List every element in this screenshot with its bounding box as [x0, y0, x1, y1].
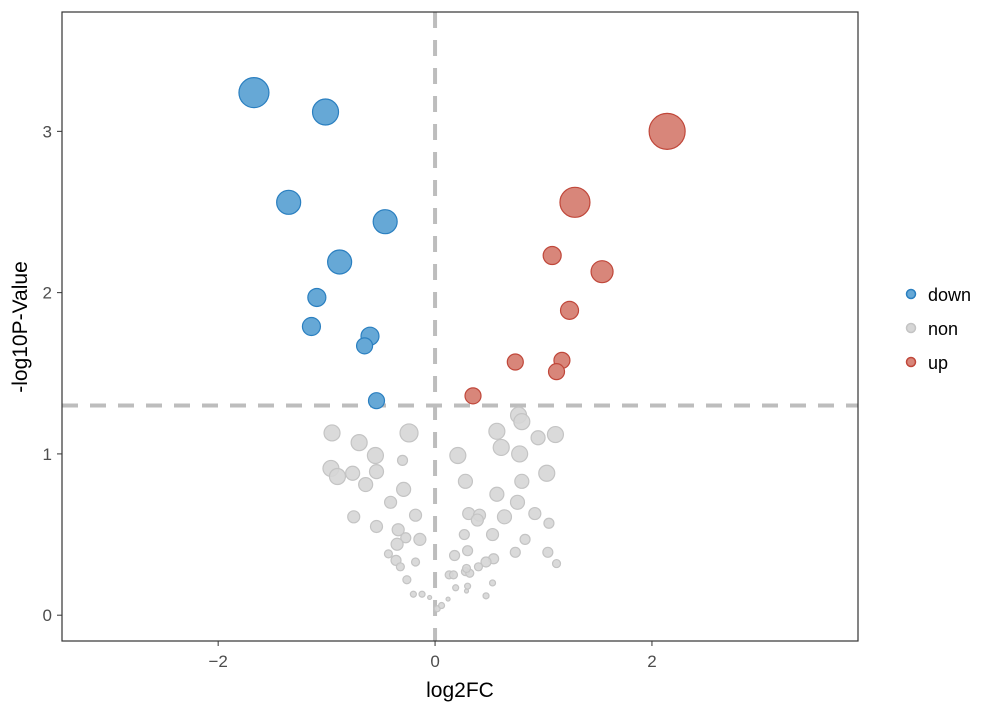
- y-tick-label: 1: [43, 445, 52, 464]
- x-axis-label: log2FC: [426, 679, 494, 702]
- point-non: [418, 590, 426, 598]
- point-down: [355, 337, 374, 355]
- point-non: [427, 594, 433, 601]
- point-non: [530, 430, 546, 446]
- point-non: [383, 495, 398, 509]
- point-up: [559, 186, 591, 218]
- point-non: [458, 528, 470, 541]
- legend: down non up: [905, 285, 971, 373]
- point-non: [383, 549, 394, 559]
- point-non: [400, 532, 412, 544]
- axes: −2 0 2 0 1 2 3: [43, 122, 657, 671]
- point-down: [307, 287, 327, 308]
- point-down: [311, 98, 340, 126]
- legend-label-non: non: [928, 319, 958, 339]
- point-non: [509, 546, 521, 558]
- y-axis-label: -log10P-Value: [9, 261, 32, 393]
- point-up: [542, 245, 562, 266]
- point-non: [489, 486, 505, 502]
- point-non: [448, 549, 461, 562]
- point-down: [327, 249, 353, 275]
- point-down: [372, 209, 398, 235]
- point-non: [345, 465, 361, 481]
- point-non: [449, 446, 467, 465]
- point-up: [464, 387, 482, 405]
- point-non: [514, 473, 530, 489]
- point-non: [408, 508, 423, 522]
- point-non: [445, 596, 451, 602]
- point-non: [488, 422, 506, 440]
- point-non: [461, 563, 472, 574]
- point-down: [301, 316, 322, 337]
- point-down: [367, 392, 386, 410]
- point-non: [542, 546, 554, 558]
- point-non: [543, 517, 555, 529]
- point-non: [480, 556, 492, 568]
- point-non: [509, 494, 526, 510]
- y-tick-label: 2: [43, 284, 52, 303]
- point-non: [546, 425, 565, 444]
- point-non: [448, 570, 459, 580]
- point-non: [347, 510, 361, 524]
- point-up: [506, 353, 524, 371]
- point-non: [519, 533, 531, 545]
- point-non: [528, 506, 542, 521]
- point-up: [547, 363, 566, 381]
- x-tick-label: 2: [647, 652, 656, 671]
- point-non: [492, 438, 510, 457]
- y-tick-label: 3: [43, 122, 52, 141]
- point-non: [366, 446, 385, 465]
- point-non: [463, 582, 472, 590]
- point-non: [396, 454, 409, 466]
- point-non: [485, 527, 500, 542]
- x-tick-label: 0: [430, 652, 439, 671]
- point-up: [590, 260, 614, 284]
- point-non: [461, 545, 474, 557]
- point-non: [391, 523, 405, 537]
- point-non: [368, 464, 385, 480]
- point-non: [538, 464, 556, 482]
- point-non: [390, 537, 404, 551]
- point-non: [452, 584, 460, 592]
- y-tick-label: 0: [43, 606, 52, 625]
- point-non: [457, 473, 474, 489]
- point-non: [513, 413, 531, 431]
- point-non: [488, 579, 497, 587]
- point-non: [399, 423, 419, 443]
- point-non: [511, 445, 529, 463]
- point-non: [395, 562, 405, 572]
- point-non: [409, 590, 417, 598]
- point-non: [358, 476, 374, 493]
- point-non: [496, 509, 513, 525]
- point-down: [276, 189, 302, 215]
- legend-key-non: [905, 322, 917, 334]
- point-non: [482, 592, 490, 600]
- point-non: [350, 434, 368, 452]
- point-non: [473, 562, 484, 572]
- point-up: [559, 300, 580, 320]
- legend-key-down: [905, 288, 917, 300]
- point-non: [369, 519, 384, 534]
- point-non: [470, 513, 484, 527]
- point-non: [402, 575, 412, 585]
- legend-label-up: up: [928, 353, 948, 373]
- point-non: [410, 557, 421, 567]
- point-up: [648, 112, 686, 150]
- point-non: [551, 558, 562, 569]
- point-non: [437, 601, 446, 610]
- x-tick-label: −2: [208, 652, 227, 671]
- plot-marks: [62, 12, 858, 641]
- point-non: [396, 481, 412, 497]
- point-non: [413, 532, 427, 546]
- point-down: [238, 77, 270, 109]
- plot-panel-border: [61, 11, 859, 642]
- point-non: [323, 424, 341, 442]
- point-non: [463, 588, 470, 594]
- legend-key-up: [905, 356, 917, 368]
- legend-label-down: down: [928, 285, 971, 305]
- point-non: [328, 467, 347, 486]
